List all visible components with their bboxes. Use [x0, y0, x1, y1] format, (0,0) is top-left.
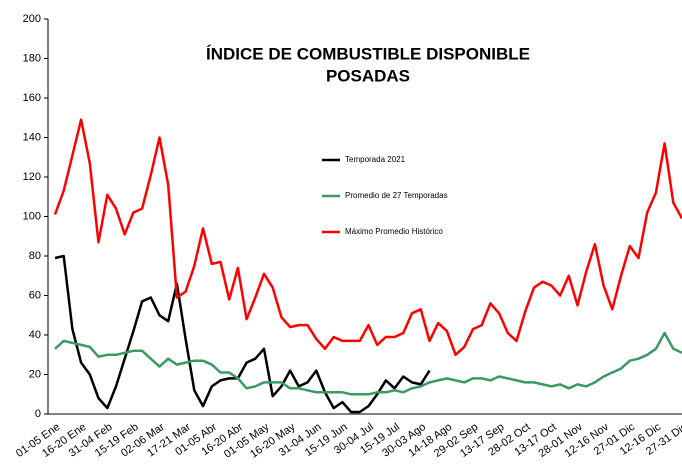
y-tick-label: 120: [23, 171, 41, 183]
chart-title: POSADAS: [326, 66, 410, 85]
y-tick-label: 140: [23, 131, 41, 143]
legend-label: Temporada 2021: [345, 155, 406, 164]
series-line: [54, 331, 682, 396]
y-tick-label: 40: [29, 329, 41, 341]
y-tick-label: 100: [23, 210, 41, 222]
y-tick-label: 0: [35, 408, 41, 420]
y-tick-label: 60: [29, 289, 41, 301]
y-tick-label: 180: [23, 52, 41, 64]
y-tick-label: 200: [23, 13, 41, 25]
legend-label: Máximo Promedio Histórico: [345, 227, 443, 236]
series-line: [54, 254, 431, 414]
y-tick-label: 20: [29, 368, 41, 380]
legend-label: Promedio de 27 Temporadas: [345, 191, 448, 200]
chart-title: ÍNDICE DE COMBUSTIBLE DISPONIBLE: [206, 44, 530, 63]
series-line: [53, 118, 682, 357]
y-tick-label: 160: [23, 92, 41, 104]
y-tick-label: 80: [29, 250, 41, 262]
